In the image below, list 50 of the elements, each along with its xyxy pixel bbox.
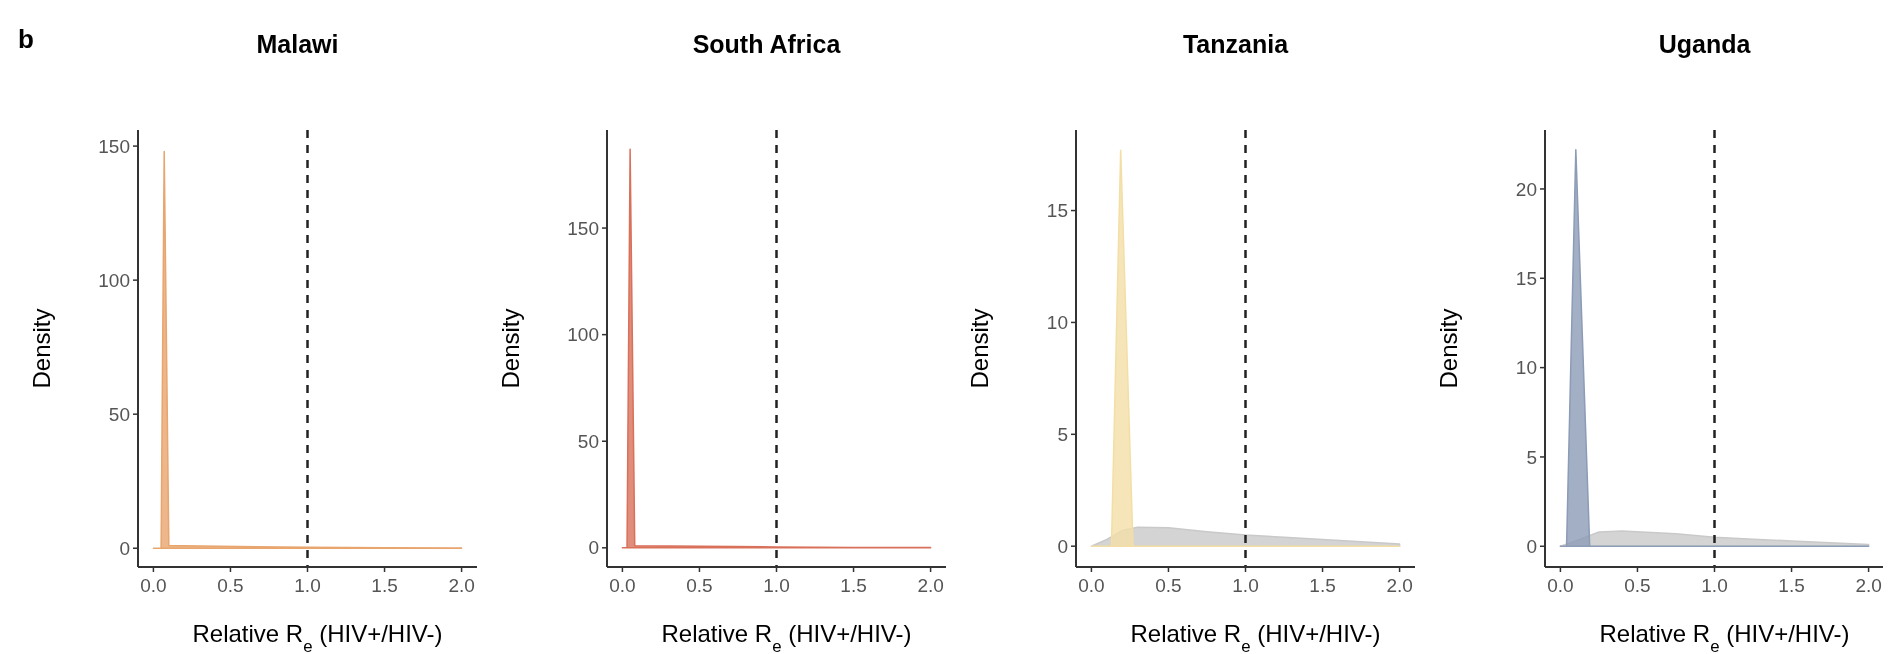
x-tick-label: 1.0	[294, 575, 321, 596]
y-axis-title: Density	[497, 308, 524, 389]
x-tick-label: 2.0	[1386, 575, 1413, 596]
y-tick-label: 0	[119, 537, 130, 559]
x-tick-label: 0.0	[1078, 575, 1105, 596]
y-axis-title: Density	[1435, 308, 1462, 389]
y-tick-label: 20	[1515, 178, 1537, 200]
x-axis-title: Relative R$_{e}$ (HIV+/HIV-)	[661, 620, 912, 654]
y-tick-label: 0	[1057, 535, 1068, 557]
y-tick-label: 15	[1515, 267, 1537, 289]
chart-title: Malawi	[256, 30, 339, 58]
x-tick-label: 0.0	[140, 575, 167, 596]
text: b	[18, 24, 34, 54]
x-tick-label: 0.5	[686, 575, 713, 596]
x-tick-label: 1.5	[1778, 575, 1805, 596]
x-axis-title: Relative R$_{e}$ (HIV+/HIV-)	[192, 620, 443, 654]
chart-title: Uganda	[1658, 30, 1752, 58]
y-axis-title: Density	[28, 308, 55, 389]
y-tick-label: 10	[1515, 357, 1537, 379]
x-tick-label: 0.0	[1547, 575, 1574, 596]
y-tick-label: 50	[108, 403, 130, 425]
x-tick-label: 2.0	[448, 575, 475, 596]
chart-title: South Africa	[692, 30, 842, 58]
y-tick-label: 50	[577, 430, 599, 452]
x-tick-label: 0.5	[1624, 575, 1651, 596]
y-tick-label: 15	[1046, 200, 1068, 222]
y-tick-label: 5	[1057, 423, 1068, 445]
x-tick-label: 2.0	[917, 575, 944, 596]
y-tick-label: 10	[1046, 312, 1068, 334]
y-tick-label: 150	[98, 135, 130, 157]
x-tick-label: 1.5	[371, 575, 398, 596]
x-axis-title: Relative R$_{e}$ (HIV+/HIV-)	[1130, 620, 1381, 654]
y-tick-label: 0	[1526, 535, 1537, 557]
y-tick-label: 0	[588, 537, 599, 559]
x-tick-label: 2.0	[1855, 575, 1882, 596]
x-tick-label: 1.5	[840, 575, 867, 596]
y-tick-label: 100	[567, 324, 599, 346]
y-axis-title: Density	[966, 308, 993, 389]
x-tick-label: 0.0	[609, 575, 636, 596]
x-tick-label: 0.5	[1155, 575, 1182, 596]
y-tick-label: 5	[1526, 446, 1537, 468]
x-tick-label: 1.0	[1701, 575, 1728, 596]
x-tick-label: 1.0	[763, 575, 790, 596]
y-tick-label: 150	[567, 217, 599, 239]
x-axis-title: Relative R$_{e}$ (HIV+/HIV-)	[1599, 620, 1850, 654]
x-tick-label: 0.5	[217, 575, 244, 596]
x-tick-label: 1.5	[1309, 575, 1336, 596]
chart-title: Tanzania	[1182, 30, 1290, 58]
y-tick-label: 100	[98, 269, 130, 291]
x-tick-label: 1.0	[1232, 575, 1259, 596]
